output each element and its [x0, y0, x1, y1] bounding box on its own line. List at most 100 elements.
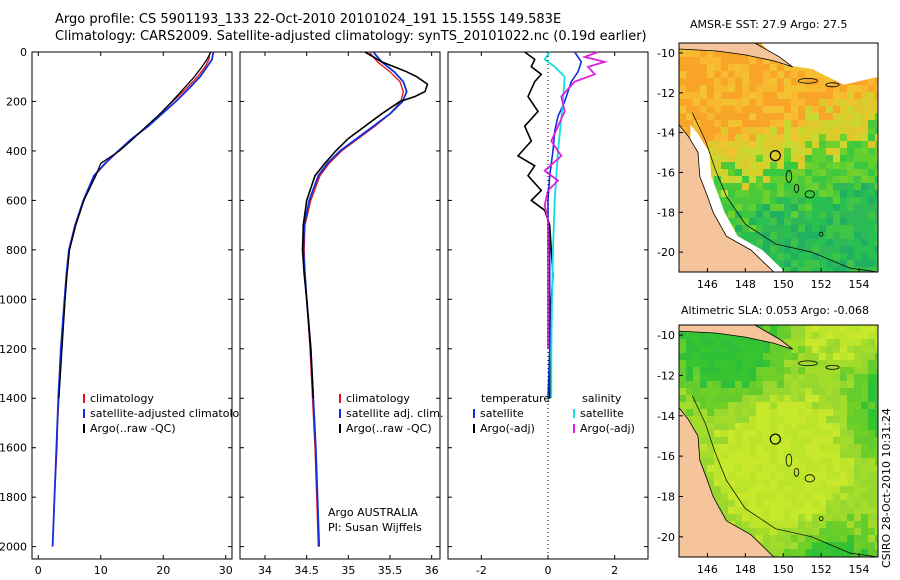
sla-map-grid-cell — [742, 437, 750, 445]
sst-map-grid-cell — [728, 127, 736, 135]
sst-map-grid-cell — [693, 92, 701, 100]
sst-map-grid-cell — [805, 239, 813, 247]
sla-map-grid-cell — [784, 402, 792, 410]
sla-map-grid-cell — [686, 409, 694, 417]
sst-map-grid-cell — [840, 155, 848, 163]
sst-map-grid-cell — [679, 78, 687, 86]
sst-map-grid-cell — [847, 141, 855, 149]
sla-map-grid-cell — [812, 423, 820, 431]
sla-map-grid-cell — [812, 500, 820, 508]
sla-map-grid-cell — [840, 521, 848, 529]
sst-map-grid-cell — [798, 218, 806, 226]
sla-map-grid-cell — [777, 402, 785, 410]
sst-map-grid-cell — [686, 85, 694, 93]
sst-map-grid-cell — [777, 134, 785, 142]
sst-map-grid-cell — [861, 155, 869, 163]
sla-map-grid-cell — [707, 353, 715, 361]
sst-map-grid-cell — [812, 134, 820, 142]
sst-map-grid-cell — [868, 113, 876, 121]
sla-map-grid-cell — [756, 402, 764, 410]
sla-map-grid-cell — [840, 542, 848, 550]
sla-map-grid-cell — [763, 325, 771, 333]
sst-map-grid-cell — [805, 141, 813, 149]
sla-map-grid-cell — [693, 409, 701, 417]
sst-map-grid-cell — [693, 71, 701, 79]
sst-map-grid-cell — [798, 190, 806, 198]
sla-map-grid-cell — [833, 528, 841, 536]
sla-map-grid-cell — [756, 346, 764, 354]
sst-map-grid-cell — [721, 99, 729, 107]
sst-map-grid-cell — [833, 253, 841, 261]
sst-map-grid-cell — [735, 64, 743, 72]
sst-map-grid-cell — [749, 141, 757, 149]
sla-map-reef-outline — [818, 516, 824, 522]
sst-map-grid-cell — [798, 183, 806, 191]
sst-map-grid-cell — [854, 155, 862, 163]
sla-map-grid-cell — [798, 395, 806, 403]
sla-map-grid-cell — [749, 486, 757, 494]
sst-map-grid-cell — [742, 134, 750, 142]
sla-map-grid-cell — [861, 465, 869, 473]
sla-map-ytick-label: -20 — [657, 531, 675, 544]
sst-map-grid-cell — [728, 183, 736, 191]
sst-map-grid-cell — [805, 134, 813, 142]
sla-map-grid-cell — [847, 528, 855, 536]
sst-map-grid-cell — [791, 218, 799, 226]
sla-map-grid-cell — [728, 500, 736, 508]
sla-map-grid-cell — [686, 374, 694, 382]
sla-map-grid-cell — [791, 549, 799, 557]
sla-map-grid-cell — [812, 528, 820, 536]
sst-map-grid-cell — [798, 92, 806, 100]
sla-map-grid-cell — [819, 451, 827, 459]
sla-map-grid-cell — [679, 346, 687, 354]
sla-map-grid-cell — [784, 409, 792, 417]
sla-map-grid-cell — [812, 458, 820, 466]
sla-map-grid-cell — [777, 528, 785, 536]
sst-map-grid-cell — [728, 211, 736, 219]
sst-map-grid-cell — [798, 225, 806, 233]
sst-map-grid-cell — [826, 148, 834, 156]
sst-map-grid-cell — [777, 99, 785, 107]
sst-map-grid-cell — [854, 127, 862, 135]
sst-map-grid-cell — [847, 218, 855, 226]
sst-map-grid-cell — [742, 57, 750, 65]
sla-map-grid-cell — [679, 353, 687, 361]
sla-map-grid-cell — [840, 458, 848, 466]
sst-map-grid-cell — [805, 183, 813, 191]
sla-map-grid-cell — [763, 360, 771, 368]
sst-map-grid-cell — [742, 176, 750, 184]
sla-map-grid-cell — [777, 346, 785, 354]
sst-map-grid-cell — [728, 141, 736, 149]
sla-map-grid-cell — [854, 458, 862, 466]
sst-map-grid-cell — [791, 176, 799, 184]
sla-map-grid-cell — [763, 542, 771, 550]
sla-map-grid-cell — [840, 479, 848, 487]
sla-map-grid-cell — [763, 367, 771, 375]
sla-map-grid-cell — [749, 437, 757, 445]
sla-map-grid-cell — [854, 346, 862, 354]
sla-map-grid-cell — [805, 395, 813, 403]
sla-map-grid-cell — [861, 472, 869, 480]
sla-map-grid-cell — [805, 493, 813, 501]
sla-map-grid-cell — [854, 486, 862, 494]
sst-map-grid-cell — [798, 127, 806, 135]
sst-map-grid-cell — [784, 155, 792, 163]
salinity-frame — [239, 51, 441, 560]
sst-map-grid-cell — [735, 127, 743, 135]
sst-map-grid-cell — [700, 120, 708, 128]
sst-map-grid-cell — [798, 267, 806, 272]
sst-map-grid-cell — [735, 169, 743, 177]
sst-map-grid-cell — [798, 120, 806, 128]
sst-map-grid-cell — [749, 155, 757, 163]
sla-map-grid-cell — [686, 395, 694, 403]
sla-map-grid-cell — [805, 479, 813, 487]
sst-map-grid-cell — [847, 176, 855, 184]
sla-map-grid-cell — [749, 395, 757, 403]
sst-map-grid-cell — [868, 239, 876, 247]
sla-map-grid-cell — [686, 416, 694, 424]
sla-map-grid-cell — [798, 409, 806, 417]
sla-map-grid-cell — [721, 339, 729, 347]
sla-map-grid-cell — [777, 542, 785, 550]
sla-map-grid-cell — [686, 360, 694, 368]
sla-map-grid-cell — [791, 360, 799, 368]
